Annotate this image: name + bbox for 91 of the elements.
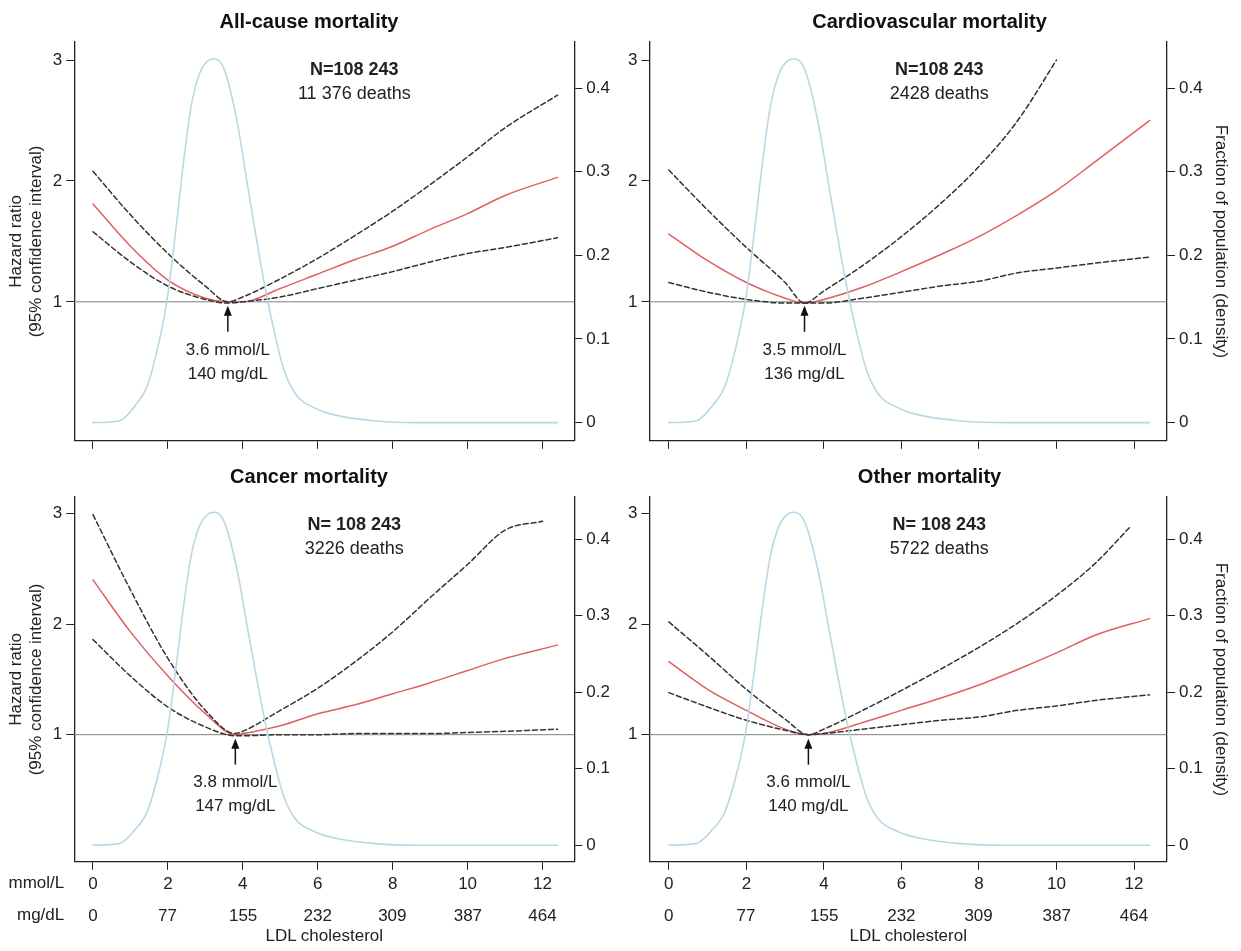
x-tick-label: 8 — [974, 873, 984, 893]
y2-tick-label: 0.1 — [1178, 758, 1203, 778]
x-tick-label: 12 — [1124, 873, 1144, 893]
y2-axis-title: Fraction of population (density) — [1212, 124, 1232, 359]
y-tick-label: 2 — [52, 170, 63, 190]
x-tick-label: 8 — [387, 873, 398, 893]
text: mmol/L — [8, 873, 65, 893]
y-tick-label: 2 — [627, 170, 638, 190]
annotation: 2428 deaths — [889, 82, 989, 103]
annotation: 3.8 mmol/L 147 mg/dL — [193, 772, 278, 816]
y-tick-label: 3 — [627, 503, 638, 523]
annotation: N= 108 243 — [892, 513, 987, 534]
x-tick-label: 0 — [88, 873, 98, 893]
x-tick-label: 6 — [896, 873, 907, 893]
x-tick-label: 2 — [741, 873, 752, 893]
y2-tick-label: 0.2 — [586, 245, 611, 265]
y2-tick-label: 0.3 — [586, 605, 611, 625]
x-tick-label: 4 — [819, 873, 829, 893]
y-axis-title: Hazard ratio (95% confidence interval) — [5, 583, 46, 776]
x2-tick-label: 309 — [964, 906, 993, 926]
annotation: 11 376 deaths — [297, 82, 411, 103]
x2-tick-label: 387 — [1042, 906, 1071, 926]
x2-tick-label: 387 — [453, 906, 483, 926]
x-axis-title: LDL cholesterol — [849, 926, 967, 946]
y-tick-label: 2 — [627, 613, 638, 633]
x2-tick-label: 464 — [1119, 906, 1149, 926]
annotation: N= 108 243 — [307, 513, 402, 534]
y2-tick-label: 0.4 — [586, 77, 611, 97]
y2-tick-label: 0.1 — [1178, 328, 1203, 348]
x2-tick-label: 0 — [88, 906, 98, 926]
y2-tick-label: 0.3 — [1178, 605, 1203, 625]
x-tick-label: 2 — [163, 873, 173, 893]
annotation: 3226 deaths — [304, 537, 404, 558]
line-series — [92, 57, 559, 424]
x-tick-label: 4 — [238, 873, 248, 893]
chart-title: Cardiovascular mortality — [812, 9, 1048, 32]
y2-tick-label: 0.4 — [1178, 77, 1203, 97]
line-series — [668, 57, 1151, 424]
y2-tick-label: 0 — [1178, 834, 1189, 854]
x2-tick-label: 155 — [228, 906, 258, 926]
y-tick-label: 3 — [52, 49, 63, 69]
line-series — [668, 511, 1151, 846]
y2-tick-label: 0.2 — [1178, 681, 1203, 701]
x2-tick-label: 232 — [887, 906, 916, 926]
x2-tick-label: 309 — [378, 906, 407, 926]
y2-tick-label: 0.3 — [1178, 161, 1203, 181]
x2-tick-label: 77 — [158, 906, 178, 926]
x2-tick-label: 77 — [736, 906, 756, 926]
line-series — [92, 579, 559, 736]
annotation: 3.6 mmol/L 140 mg/dL — [766, 772, 851, 816]
line-series — [668, 617, 1151, 736]
x-tick-label: 6 — [313, 873, 323, 893]
y-tick-label: 3 — [52, 503, 63, 523]
x2-tick-label: 155 — [810, 906, 839, 926]
y-tick-label: 3 — [627, 49, 638, 69]
x-tick-label: 0 — [664, 873, 674, 893]
annotation: N=108 243 — [894, 58, 984, 79]
y2-tick-label: 0.4 — [586, 528, 611, 548]
annotation: N=108 243 — [310, 58, 399, 79]
line-series — [92, 176, 559, 303]
annotation: 3.6 mmol/L 140 mg/dL — [185, 339, 270, 383]
y2-axis-title: Fraction of population (density) — [1212, 562, 1232, 797]
y-tick-label: 1 — [627, 724, 638, 744]
y2-tick-label: 0.1 — [586, 758, 611, 778]
x-axis-title: LDL cholesterol — [265, 926, 384, 946]
chart-title: All-cause mortality — [219, 9, 400, 32]
line-series — [92, 511, 559, 846]
y-axis-title: Hazard ratio (95% confidence interval) — [5, 145, 46, 338]
annotation: 5722 deaths — [889, 537, 989, 558]
y2-tick-label: 0.3 — [586, 161, 611, 181]
chart-title: Cancer mortality — [230, 464, 389, 487]
x-tick-label: 12 — [533, 873, 552, 893]
x-tick-label: 10 — [458, 873, 478, 893]
y-tick-label: 1 — [52, 724, 63, 744]
y-tick-label: 2 — [52, 613, 63, 633]
x2-tick-label: 0 — [664, 906, 674, 926]
y2-tick-label: 0.2 — [1178, 245, 1203, 265]
y2-tick-label: 0.2 — [586, 681, 611, 701]
y2-tick-label: 0.4 — [1178, 528, 1203, 548]
y2-tick-label: 0 — [586, 412, 596, 432]
y2-tick-label: 0 — [1178, 412, 1189, 432]
y-tick-label: 1 — [52, 291, 63, 311]
annotation: 3.5 mmol/L 136 mg/dL — [762, 339, 847, 383]
chart-title: Other mortality — [857, 464, 1003, 487]
text: mg/dL — [17, 904, 65, 924]
x2-tick-label: 464 — [528, 906, 557, 926]
y2-tick-label: 0 — [586, 834, 596, 854]
y-tick-label: 1 — [627, 291, 638, 311]
y2-tick-label: 0.1 — [586, 328, 611, 348]
x2-tick-label: 232 — [303, 906, 332, 926]
x-tick-label: 10 — [1047, 873, 1066, 893]
